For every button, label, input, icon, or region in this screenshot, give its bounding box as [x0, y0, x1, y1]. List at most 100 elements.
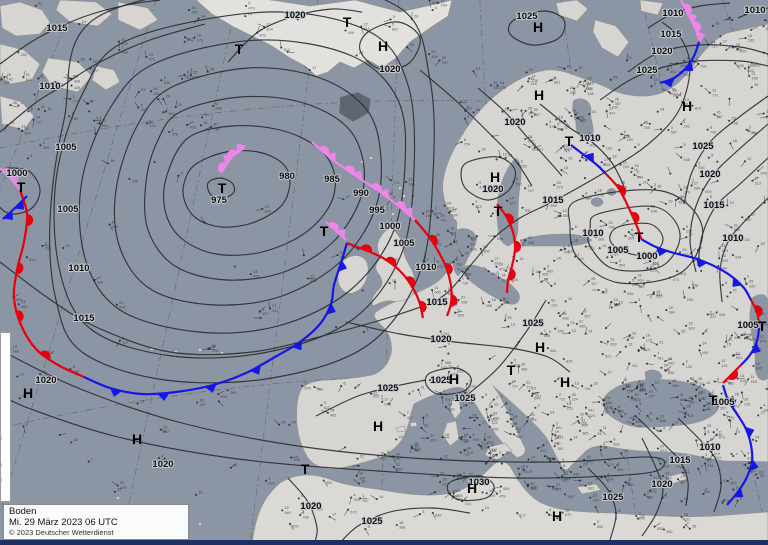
svg-text:27: 27 — [457, 472, 461, 476]
svg-text:11: 11 — [722, 244, 726, 248]
svg-text:26: 26 — [476, 108, 480, 112]
svg-text:629: 629 — [712, 395, 718, 399]
bottom-taskbar-strip — [0, 540, 768, 545]
svg-text:17: 17 — [707, 459, 711, 463]
svg-text:239: 239 — [687, 298, 693, 302]
svg-text:20: 20 — [568, 157, 572, 161]
svg-text:1: 1 — [495, 209, 497, 213]
svg-text:10: 10 — [634, 393, 638, 397]
svg-text:761: 761 — [585, 387, 591, 391]
svg-text:285: 285 — [153, 92, 159, 96]
caption-copyright: © 2023 Deutscher Wetterdienst — [9, 528, 114, 537]
svg-text:6: 6 — [613, 438, 615, 442]
svg-text:457: 457 — [464, 440, 470, 444]
svg-text:2: 2 — [710, 310, 712, 314]
svg-text:428: 428 — [74, 79, 80, 83]
svg-text:812: 812 — [685, 103, 691, 107]
svg-text:14: 14 — [292, 421, 296, 425]
svg-text:12: 12 — [563, 209, 567, 213]
svg-text:19: 19 — [580, 413, 584, 417]
svg-text:5: 5 — [575, 225, 577, 229]
svg-text:3: 3 — [444, 393, 446, 397]
svg-text:23: 23 — [760, 474, 764, 478]
svg-text:17: 17 — [614, 303, 618, 307]
svg-text:196: 196 — [636, 420, 642, 424]
svg-text:592: 592 — [701, 65, 707, 69]
svg-text:10: 10 — [588, 77, 592, 81]
svg-text:755: 755 — [191, 11, 197, 15]
svg-text:17: 17 — [755, 177, 759, 181]
svg-text:465: 465 — [617, 468, 623, 472]
svg-text:14: 14 — [359, 472, 363, 476]
svg-text:797: 797 — [535, 395, 541, 399]
svg-text:16: 16 — [89, 99, 93, 103]
svg-text:9: 9 — [747, 452, 749, 456]
svg-text:22: 22 — [442, 56, 446, 60]
svg-text:336: 336 — [587, 92, 593, 96]
svg-text:448: 448 — [573, 473, 579, 477]
svg-text:287: 287 — [631, 233, 637, 237]
svg-text:15: 15 — [640, 382, 644, 386]
svg-text:4: 4 — [627, 133, 629, 137]
isobar-label: 1030 — [468, 477, 489, 488]
high-pressure-center: H — [552, 508, 562, 524]
svg-text:21: 21 — [571, 321, 575, 325]
svg-text:884: 884 — [285, 511, 291, 515]
svg-text:18: 18 — [601, 398, 605, 402]
svg-text:0: 0 — [549, 120, 551, 124]
svg-text:12: 12 — [561, 474, 565, 478]
svg-text:771: 771 — [393, 181, 399, 185]
svg-text:629: 629 — [481, 445, 487, 449]
svg-text:16: 16 — [559, 115, 563, 119]
svg-text:22: 22 — [233, 464, 237, 468]
low-pressure-center: T — [218, 180, 227, 196]
svg-text:698: 698 — [544, 334, 550, 338]
svg-text:26: 26 — [692, 525, 696, 529]
svg-text:696: 696 — [470, 247, 476, 251]
svg-text:107: 107 — [528, 111, 534, 115]
svg-text:18: 18 — [445, 433, 449, 437]
svg-text:319: 319 — [601, 291, 607, 295]
svg-text:0: 0 — [73, 365, 75, 369]
svg-text:557: 557 — [671, 131, 677, 135]
svg-text:707: 707 — [673, 94, 679, 98]
svg-text:14: 14 — [531, 455, 535, 459]
svg-text:954: 954 — [102, 124, 108, 128]
svg-text:24: 24 — [550, 410, 554, 414]
svg-text:8: 8 — [563, 464, 565, 468]
svg-text:545: 545 — [441, 366, 447, 370]
isobar-label: 1005 — [57, 204, 79, 215]
isobar-label: 1025 — [636, 65, 658, 76]
svg-text:18: 18 — [492, 298, 496, 302]
svg-text:22: 22 — [487, 436, 491, 440]
svg-text:4: 4 — [463, 471, 465, 475]
svg-text:398: 398 — [752, 77, 758, 81]
svg-text:5: 5 — [96, 117, 98, 121]
svg-text:17: 17 — [760, 335, 764, 339]
svg-text:617: 617 — [495, 262, 501, 266]
svg-text:9: 9 — [187, 71, 189, 75]
svg-text:14: 14 — [201, 14, 205, 18]
svg-text:10: 10 — [521, 363, 525, 367]
svg-text:21: 21 — [748, 461, 752, 465]
svg-text:2: 2 — [747, 275, 749, 279]
svg-text:590: 590 — [745, 218, 751, 222]
svg-text:173: 173 — [646, 338, 652, 342]
svg-text:260: 260 — [749, 284, 755, 288]
svg-text:7: 7 — [386, 207, 388, 211]
svg-text:642: 642 — [435, 242, 441, 246]
svg-text:958: 958 — [473, 438, 479, 442]
svg-text:322: 322 — [531, 460, 537, 464]
svg-text:1: 1 — [464, 497, 466, 501]
svg-text:311: 311 — [364, 27, 370, 31]
svg-text:6: 6 — [725, 281, 727, 285]
svg-text:492: 492 — [141, 108, 147, 112]
svg-text:2: 2 — [26, 422, 28, 426]
svg-text:14: 14 — [501, 274, 505, 278]
svg-text:453: 453 — [751, 380, 757, 384]
svg-text:863: 863 — [747, 69, 753, 73]
svg-text:11: 11 — [434, 286, 438, 290]
svg-text:688: 688 — [457, 477, 463, 481]
svg-text:405: 405 — [542, 273, 548, 277]
svg-text:9: 9 — [393, 196, 395, 200]
